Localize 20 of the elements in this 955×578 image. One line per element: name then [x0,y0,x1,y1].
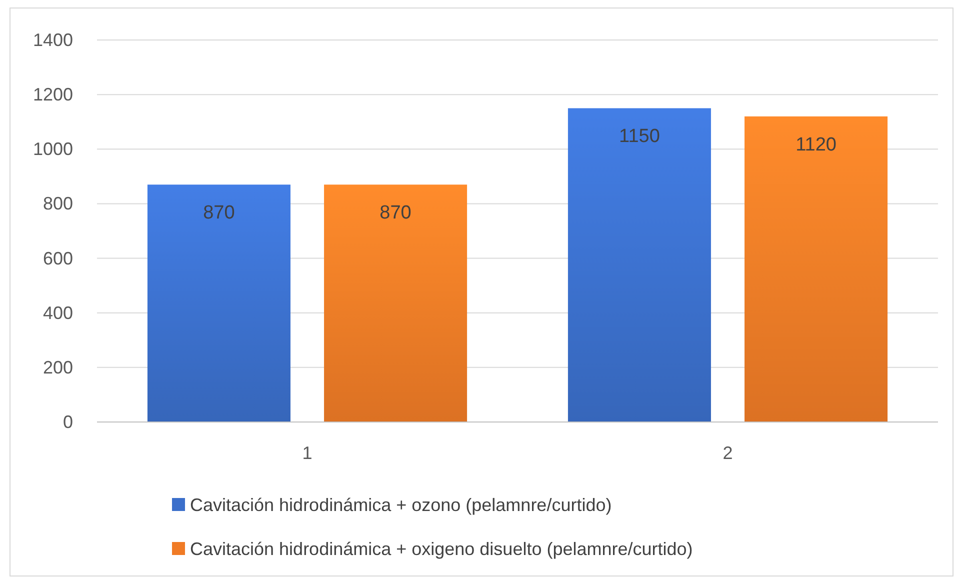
x-tick-label: 2 [722,443,733,463]
y-tick-label: 600 [42,248,73,268]
legend-label: Cavitación hidrodinámica + ozono (pelamnre/curtido) [190,495,612,515]
x-tick-label: 1 [302,443,312,463]
y-tick-label: 0 [62,412,73,432]
bar [147,184,290,422]
y-tick-label: 1400 [32,30,73,50]
y-tick-label: 1200 [32,84,73,105]
y-tick-label: 400 [42,302,73,323]
bar [324,184,468,422]
bar [744,116,888,422]
data-label: 870 [203,202,235,224]
data-label: 1120 [796,134,836,156]
data-label: 870 [380,202,412,224]
bar [568,108,711,422]
legend-label: Cavitación hidrodinámica + oxigeno disuelto (pelamnre/curtido) [190,539,693,559]
data-label: 1150 [619,126,660,148]
y-tick-label: 800 [42,194,73,214]
y-tick-label: 1000 [32,139,73,160]
y-tick-label: 200 [42,357,73,378]
